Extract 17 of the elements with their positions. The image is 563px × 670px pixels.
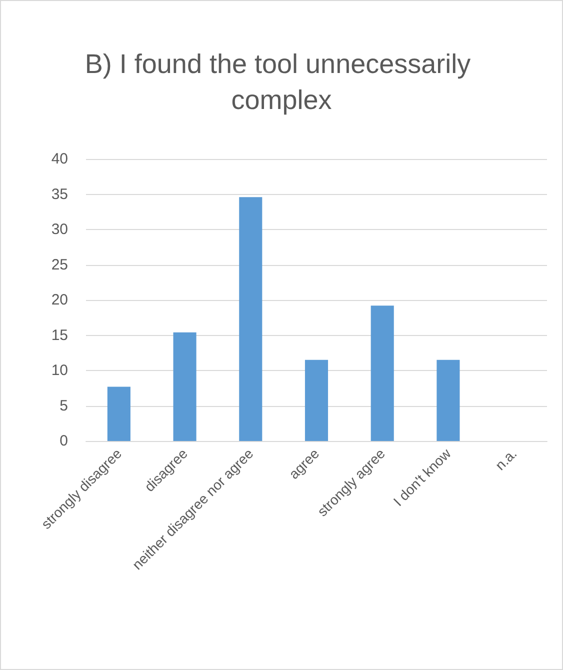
bar	[107, 386, 130, 441]
y-tick-label: 15	[51, 326, 68, 344]
y-tick-label: 35	[51, 186, 68, 203]
chart-title: B) I found the tool unnecessarily complex	[84, 49, 478, 115]
bar	[304, 360, 328, 441]
y-tick-label: 20	[51, 292, 68, 308]
y-tick-label: 30	[51, 221, 68, 238]
bar	[173, 332, 196, 441]
y-tick-label: 0	[60, 432, 68, 450]
bar	[239, 197, 262, 441]
y-tick-label: 10	[51, 362, 68, 379]
bar	[370, 306, 394, 441]
y-tick-label: 40	[51, 150, 68, 168]
y-tick-label: 5	[60, 397, 68, 414]
x-tick-label: n.a.	[492, 445, 520, 474]
bar	[436, 360, 460, 441]
y-tick-label: 25	[51, 256, 68, 274]
